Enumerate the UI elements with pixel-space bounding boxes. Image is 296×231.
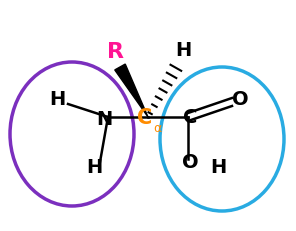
Text: H: H xyxy=(49,90,65,109)
Text: R: R xyxy=(107,42,123,62)
Text: C: C xyxy=(183,108,197,127)
Text: O: O xyxy=(182,153,198,172)
Text: α: α xyxy=(153,121,161,134)
Text: H: H xyxy=(86,158,102,177)
Text: O: O xyxy=(232,90,248,109)
Text: N: N xyxy=(96,110,112,129)
Polygon shape xyxy=(115,65,148,118)
Text: H: H xyxy=(175,40,191,59)
Text: C: C xyxy=(137,108,153,128)
Text: H: H xyxy=(210,158,226,177)
